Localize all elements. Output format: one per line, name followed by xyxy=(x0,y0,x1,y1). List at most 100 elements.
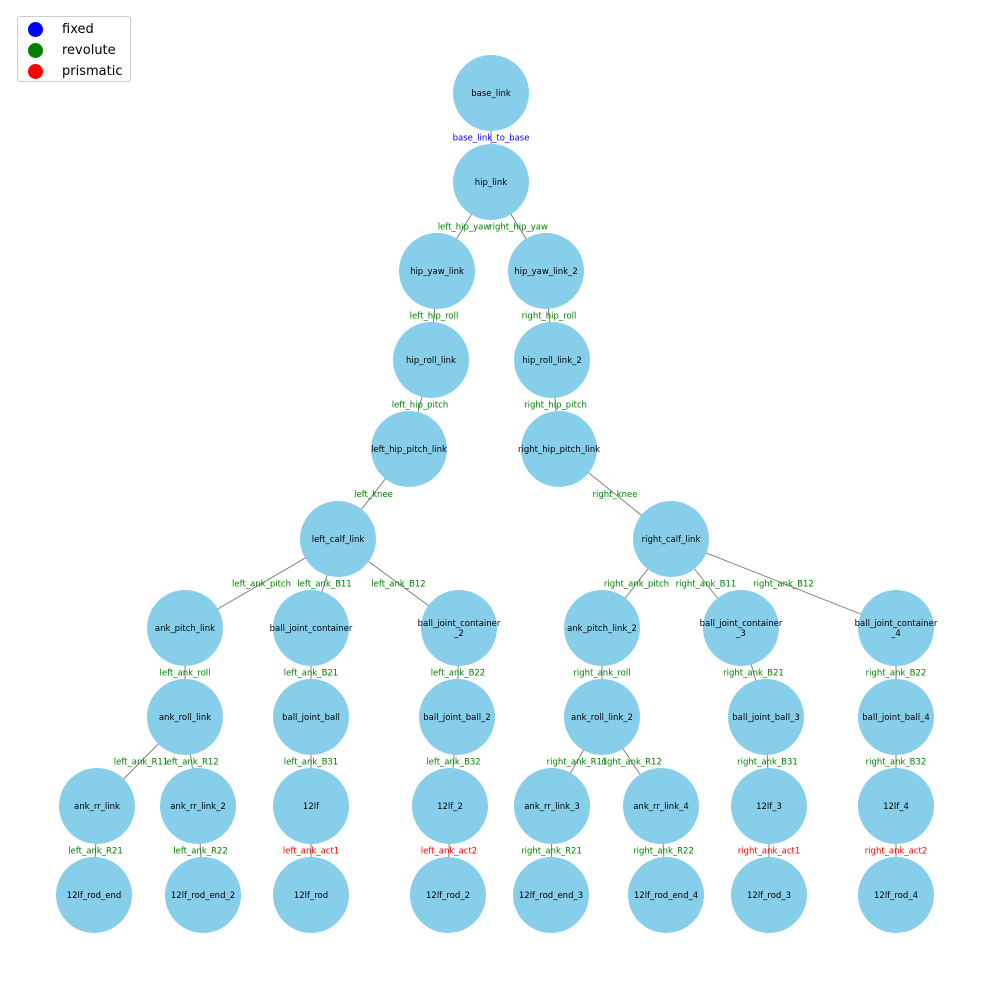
joint-label: left_ank_R11 xyxy=(114,758,169,768)
joint-label: left_hip_yaw xyxy=(438,223,491,233)
link-node: 12lf_4 xyxy=(858,768,934,844)
legend: fixed revolute prismatic xyxy=(17,16,131,82)
node-circle xyxy=(514,322,590,398)
node-circle xyxy=(858,590,934,666)
joint-label: right_ank_act1 xyxy=(738,847,801,857)
joint-label: left_ank_B11 xyxy=(297,580,351,590)
joint-label: right_hip_yaw xyxy=(489,223,548,233)
legend-label: prismatic xyxy=(62,63,123,79)
node-circle xyxy=(412,768,488,844)
node-circle xyxy=(273,857,349,933)
node-circle xyxy=(623,768,699,844)
node-label: _2 xyxy=(453,629,464,639)
node-circle xyxy=(453,144,529,220)
joint-label: left_ank_B22 xyxy=(431,669,485,679)
link-node: ball_joint_ball xyxy=(273,679,349,755)
joint-label: right_ank_B12 xyxy=(753,580,814,590)
node-circle xyxy=(703,590,779,666)
node-label: ank_pitch_link_2 xyxy=(567,624,637,634)
joint-label: left_hip_pitch xyxy=(392,401,449,411)
node-label: 12lf_3 xyxy=(756,802,782,812)
node-circle xyxy=(273,768,349,844)
link-node: ball_joint_container_4 xyxy=(855,590,938,666)
joint-label: left_ank_R12 xyxy=(164,758,219,768)
node-circle xyxy=(731,768,807,844)
joint-label: right_hip_pitch xyxy=(524,401,587,411)
revolute-dot-icon xyxy=(28,42,43,58)
node-label: ball_joint_ball xyxy=(282,713,340,723)
joint-label: right_ank_pitch xyxy=(604,580,669,590)
link-node: hip_roll_link_2 xyxy=(514,322,590,398)
node-circle xyxy=(59,768,135,844)
joint-label: right_ank_B11 xyxy=(676,580,737,590)
node-label: ball_joint_ball_4 xyxy=(862,713,929,723)
nodes-layer: base_link hip_link hip_yaw_link hip_yaw_lin… xyxy=(56,55,938,933)
node-label: ball_joint_ball_3 xyxy=(732,713,799,723)
node-circle xyxy=(160,768,236,844)
joint-label: left_hip_roll xyxy=(410,312,459,322)
node-circle xyxy=(56,857,132,933)
node-label: ank_rr_link xyxy=(74,802,120,812)
link-node: ank_rr_link_3 xyxy=(514,768,590,844)
node-circle xyxy=(393,322,469,398)
link-node: hip_yaw_link xyxy=(399,233,475,309)
node-circle xyxy=(273,590,349,666)
link-node: ball_joint_ball_4 xyxy=(858,679,934,755)
joint-label: right_ank_R22 xyxy=(633,847,694,857)
joint-label: left_ank_B32 xyxy=(426,758,480,768)
link-node: 12lf_rod_end_4 xyxy=(628,857,704,933)
joint-label: right_ank_roll xyxy=(573,669,630,679)
joint-label: left_ank_R22 xyxy=(173,847,228,857)
link-node: left_hip_pitch_link xyxy=(371,411,447,487)
link-node: base_link xyxy=(453,55,529,131)
node-label: hip_roll_link xyxy=(406,356,456,366)
joint-label: right_ank_R21 xyxy=(521,847,582,857)
node-label: hip_yaw_link_2 xyxy=(514,267,578,277)
joint-label: left_ank_roll xyxy=(159,669,210,679)
node-circle xyxy=(147,590,223,666)
link-node: 12lf_rod_end_2 xyxy=(165,857,241,933)
node-label: ball_joint_container xyxy=(700,619,783,629)
joint-label: right_ank_R12 xyxy=(601,758,662,768)
link-node: ball_joint_container_2 xyxy=(418,590,501,666)
node-circle xyxy=(147,679,223,755)
node-circle xyxy=(564,679,640,755)
link-node: ank_roll_link xyxy=(147,679,223,755)
node-label: 12lf_rod_end xyxy=(67,891,122,901)
node-label: hip_roll_link_2 xyxy=(522,356,582,366)
node-label: 12lf_2 xyxy=(437,802,463,812)
link-node: ball_joint_container xyxy=(270,590,353,666)
joint-label: right_knee xyxy=(593,490,638,500)
node-circle xyxy=(731,857,807,933)
link-node: 12lf_rod_3 xyxy=(731,857,807,933)
joint-label: right_hip_roll xyxy=(522,312,577,322)
link-node: ball_joint_container_3 xyxy=(700,590,783,666)
joint-label: right_ank_B21 xyxy=(723,669,784,679)
joint-label: left_ank_act2 xyxy=(421,847,477,857)
node-circle xyxy=(453,55,529,131)
joint-label: left_ank_R21 xyxy=(68,847,123,857)
legend-label: fixed xyxy=(62,21,94,37)
link-node: left_calf_link xyxy=(300,501,376,577)
node-label: ball_joint_container xyxy=(855,619,938,629)
link-node: 12lf xyxy=(273,768,349,844)
node-label: 12lf_rod xyxy=(294,891,328,901)
node-circle xyxy=(421,590,497,666)
joint-label: right_ank_B22 xyxy=(866,669,927,679)
node-circle xyxy=(633,501,709,577)
node-label: 12lf_rod_end_4 xyxy=(634,891,698,901)
fixed-dot-icon xyxy=(28,21,43,37)
node-circle xyxy=(858,857,934,933)
joint-label: left_ank_B21 xyxy=(284,669,338,679)
link-node: ball_joint_ball_2 xyxy=(419,679,495,755)
node-circle xyxy=(508,233,584,309)
link-node: 12lf_rod xyxy=(273,857,349,933)
edge-labels-layer: base_link_to_base left_hip_yawright_hip_y… xyxy=(68,134,927,857)
joint-label: left_knee xyxy=(354,490,393,500)
node-label: ank_rr_link_4 xyxy=(633,802,689,812)
link-node: ank_pitch_link_2 xyxy=(564,590,640,666)
node-circle xyxy=(858,679,934,755)
legend-label: revolute xyxy=(62,42,116,58)
node-circle xyxy=(410,857,486,933)
